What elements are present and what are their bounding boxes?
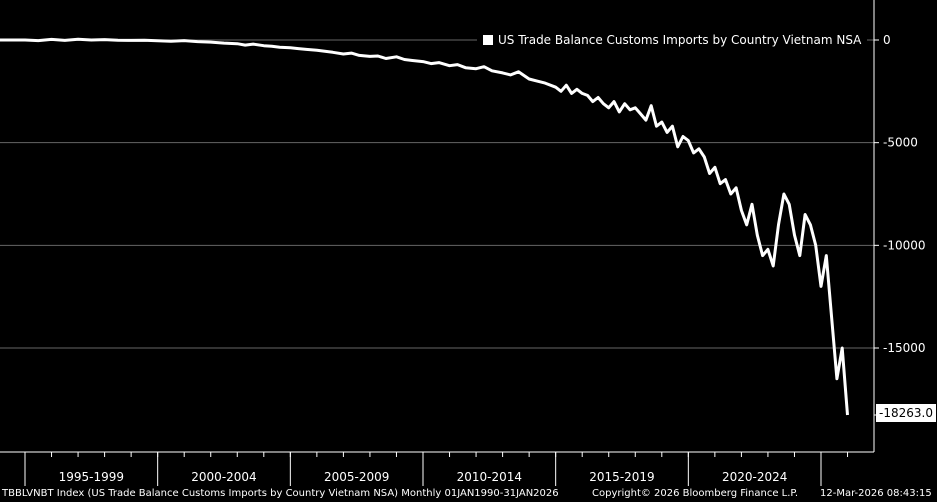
footer-copyright: Copyright© 2026 Bloomberg Finance L.P. — [592, 488, 799, 499]
x-period-label: 2005-2009 — [324, 470, 389, 484]
x-period-label: 1995-1999 — [59, 470, 124, 484]
y-tick-label: 0 — [883, 33, 891, 47]
y-tick-label: -10000 — [883, 238, 926, 252]
y-axis: 0 -5000 -10000 -15000 — [873, 0, 926, 452]
x-period-label: 2020-2024 — [722, 470, 787, 484]
footer: TBBLVNBT Index (US Trade Balance Customs… — [0, 486, 937, 502]
footer-source: TBBLVNBT Index (US Trade Balance Customs… — [2, 488, 559, 499]
y-tick-label: -5000 — [883, 136, 918, 150]
legend: US Trade Balance Customs Imports by Coun… — [477, 29, 868, 51]
y-tick-label: -15000 — [883, 341, 926, 355]
last-value-label: -18263.0 — [876, 404, 936, 422]
x-period-label: 2015-2019 — [589, 470, 654, 484]
x-period-label: 2000-2004 — [191, 470, 256, 484]
grid-lines — [0, 39, 874, 349]
series-line — [0, 37, 849, 416]
chart-canvas: 1995-1999 2000-2004 2005-2009 2010-2014 2015… — [0, 0, 926, 486]
x-axis: 1995-1999 2000-2004 2005-2009 2010-2014 2015… — [0, 451, 874, 486]
x-period-label: 2010-2014 — [457, 470, 522, 484]
legend-swatch — [483, 35, 493, 45]
legend-label: US Trade Balance Customs Imports by Coun… — [498, 33, 862, 47]
footer-timestamp: 12-Mar-2026 08:43:15 — [820, 488, 932, 499]
